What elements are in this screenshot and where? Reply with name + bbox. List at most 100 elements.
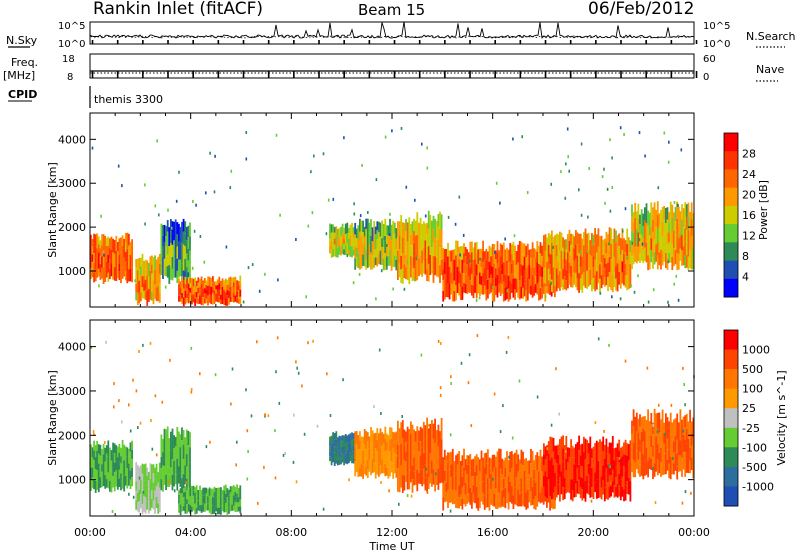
- echo-cell: [652, 422, 654, 434]
- echo-cell: [472, 467, 475, 477]
- echo-cell: [615, 242, 617, 255]
- echo-cell: [495, 456, 497, 468]
- echo-cell: [427, 228, 430, 247]
- echo-cell: [655, 448, 658, 460]
- echo-cell: [422, 234, 425, 248]
- echo-cell: [491, 255, 494, 267]
- echo-cell: [613, 272, 616, 287]
- echo-cell: [463, 272, 465, 283]
- echo-cell: [456, 240, 459, 254]
- echo-cell: [690, 421, 693, 434]
- echo-cell: [685, 229, 688, 243]
- echo-cell: [603, 444, 606, 459]
- echo-cell: [181, 287, 184, 293]
- echo-cell: [443, 286, 446, 300]
- echo-cell: [416, 469, 419, 492]
- echo-cell: [406, 222, 409, 242]
- echo-cell: [491, 243, 494, 256]
- echo-cell: [602, 451, 605, 466]
- echo-cell: [406, 442, 409, 459]
- echo-cell: [570, 233, 572, 245]
- colorbar-swatch: [724, 260, 738, 280]
- echo-cell: [684, 241, 687, 255]
- echo-cell: [186, 298, 188, 303]
- echo-cell: [624, 263, 627, 276]
- echo-cell: [640, 209, 643, 223]
- echo-cell: [140, 465, 142, 480]
- echo-cell: [333, 452, 336, 460]
- sparse-echo: [137, 426, 139, 429]
- echo-cell: [197, 293, 200, 299]
- echo-cell: [170, 231, 172, 244]
- echo-cell: [99, 240, 102, 249]
- echo-cell: [591, 467, 593, 478]
- echo-cell: [116, 242, 119, 251]
- echo-cell: [447, 242, 449, 257]
- echo-cell: [480, 257, 483, 267]
- echo-cell: [110, 471, 113, 482]
- echo-cell: [185, 454, 188, 467]
- sparse-echo: [389, 233, 391, 236]
- echo-cell: [515, 449, 518, 464]
- echo-cell: [424, 425, 427, 439]
- echo-cell: [563, 251, 566, 265]
- colorbar-tick-label: -1000: [742, 480, 774, 493]
- echo-cell: [595, 234, 598, 253]
- echo-cell: [644, 460, 646, 476]
- echo-cell: [491, 454, 494, 472]
- echo-cell: [102, 267, 105, 284]
- echo-cell: [374, 226, 377, 235]
- echo-cell: [440, 417, 443, 440]
- sparse-echo: [230, 402, 232, 406]
- echo-cell: [685, 414, 688, 429]
- sparse-echo: [626, 255, 628, 259]
- echo-cell: [160, 236, 163, 250]
- echo-cell: [655, 244, 658, 262]
- echo-cell: [471, 284, 473, 296]
- sparse-echo: [235, 463, 237, 467]
- echo-cell: [469, 454, 472, 471]
- echo-cell: [522, 465, 524, 479]
- echo-cell: [658, 226, 661, 240]
- echo-cell: [418, 441, 420, 452]
- echo-cell: [477, 278, 480, 294]
- echo-cell: [648, 235, 651, 247]
- beam-label: Beam 15: [358, 1, 425, 19]
- echo-cell: [359, 458, 361, 468]
- echo-cell: [365, 249, 368, 260]
- echo-cell: [421, 237, 424, 251]
- date-label: 06/Feb/2012: [588, 0, 694, 19]
- echo-cell: [677, 222, 680, 239]
- echo-cell: [385, 442, 388, 451]
- sparse-echo: [637, 274, 639, 278]
- echo-cell: [530, 491, 532, 506]
- echo-cell: [202, 297, 205, 306]
- echo-cell: [666, 207, 669, 220]
- sparse-echo: [458, 195, 461, 199]
- echo-cell: [136, 258, 139, 271]
- echo-cell: [611, 239, 614, 257]
- sparse-echo: [326, 372, 328, 376]
- echo-cell: [619, 468, 622, 480]
- echo-cell: [411, 257, 414, 269]
- echo-cell: [231, 492, 234, 499]
- echo-cell: [216, 501, 219, 508]
- echo-cell: [490, 489, 492, 505]
- echo-cell: [626, 244, 629, 260]
- echo-cell: [581, 477, 584, 490]
- echo-cell: [90, 467, 92, 480]
- echo-cell: [600, 464, 603, 477]
- echo-cell: [677, 254, 680, 270]
- echo-cell: [442, 248, 445, 259]
- echo-cell: [352, 433, 355, 440]
- echo-cell: [135, 490, 138, 501]
- sparse-echo: [149, 341, 152, 345]
- echo-cell: [639, 214, 641, 225]
- echo-cell: [461, 487, 464, 499]
- echo-cell: [531, 450, 534, 469]
- echo-cell: [208, 285, 211, 295]
- echo-cell: [455, 455, 457, 473]
- echo-cell: [534, 275, 537, 285]
- echo-cell: [403, 429, 406, 445]
- echo-cell: [363, 459, 366, 475]
